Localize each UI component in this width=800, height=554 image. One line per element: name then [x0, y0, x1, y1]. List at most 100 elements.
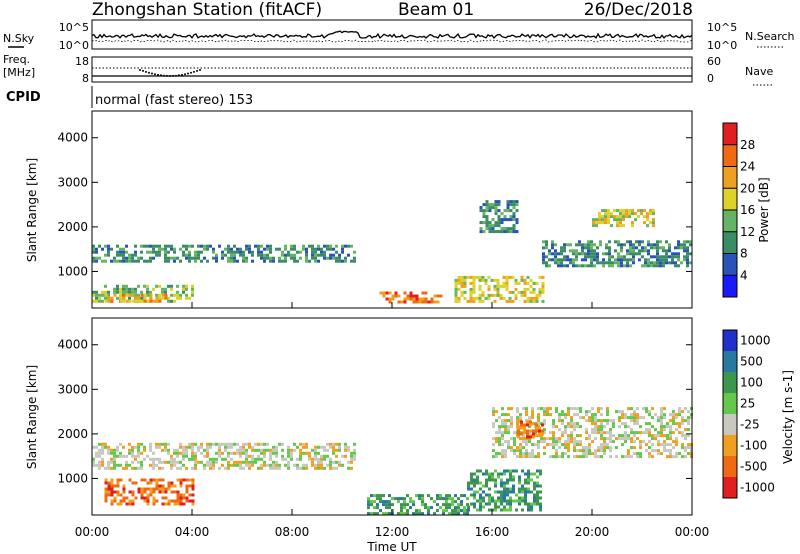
- velocity-cell-3: [530, 502, 533, 506]
- power-cell-0: [284, 256, 287, 260]
- power-cell-4: [478, 287, 482, 291]
- power-cell-0: [278, 247, 281, 251]
- power-cell-2: [110, 296, 114, 300]
- velocity-cell-0: [293, 463, 296, 467]
- velocity-cell-4: [633, 446, 636, 450]
- velocity-cell-0: [152, 460, 155, 464]
- velocity-cell-1: [104, 487, 108, 491]
- power-cell-7: [650, 264, 653, 268]
- velocity-cell-4: [663, 440, 666, 444]
- velocity-cell-4: [531, 407, 534, 411]
- velocity-cell-0: [194, 463, 197, 467]
- velocity-cell-3: [500, 490, 503, 494]
- velocity-cell-4: [603, 443, 606, 447]
- velocity-cell-0: [206, 442, 209, 446]
- power-cell-4: [487, 275, 491, 279]
- power-cell-4: [517, 290, 521, 294]
- power-cell-0: [155, 250, 158, 254]
- velocity-cell-0: [212, 457, 215, 461]
- velocity-cell-0: [338, 463, 341, 467]
- power-cell-0: [212, 256, 215, 260]
- power-cell-2: [128, 293, 132, 297]
- velocity-cell-4: [492, 407, 495, 411]
- velocity-cell-3: [503, 490, 506, 494]
- power-cell-1: [179, 296, 182, 300]
- power-cell-7: [545, 255, 548, 259]
- power-cell-4: [514, 296, 518, 300]
- power-cell-6: [652, 209, 655, 213]
- velocity-cell-3: [524, 490, 527, 494]
- velocity-cell-2: [388, 503, 391, 507]
- power-cell-2: [140, 293, 144, 297]
- velocity-cell-0: [269, 463, 272, 467]
- velocity-cell-4: [558, 455, 561, 459]
- power-cell-0: [317, 244, 320, 248]
- power-cell-7: [584, 243, 587, 247]
- velocity-cell-4: [654, 449, 657, 453]
- velocity-cell-4: [525, 455, 528, 459]
- velocity-cell-4: [678, 425, 681, 429]
- power-cell-4: [511, 290, 515, 294]
- velocity-cell-4: [645, 431, 648, 435]
- velocity-cell-0: [329, 463, 332, 467]
- power-cell-0: [269, 244, 272, 248]
- power-cell-4: [460, 278, 464, 282]
- velocity-cell-1: [158, 490, 162, 494]
- date-label: 26/Dec/2018: [584, 0, 693, 20]
- velocity-cell-3: [488, 475, 491, 479]
- power-cell-7: [683, 246, 686, 250]
- velocity-cell-0: [113, 457, 116, 461]
- power-cell-6: [592, 218, 595, 222]
- velocity-cell-0: [353, 442, 356, 446]
- velocity-cell-4: [522, 431, 525, 435]
- velocity-cell-4: [504, 431, 507, 435]
- velocity-cell-4: [495, 437, 498, 441]
- power-cell-0: [326, 256, 329, 260]
- power-cell-5: [509, 203, 513, 207]
- power-cell-3: [439, 294, 443, 298]
- velocity-cell-4: [555, 449, 558, 453]
- velocity-cell-0: [299, 457, 302, 461]
- velocity-cell-4: [615, 446, 618, 450]
- power-cell-7: [569, 261, 572, 265]
- velocity-cell-1: [143, 499, 147, 503]
- velocity-cell-3: [470, 487, 473, 491]
- power-cell-3: [409, 291, 413, 295]
- power-cell-7: [587, 255, 590, 259]
- velocity-cell-0: [263, 463, 266, 467]
- velocity-cell-1: [185, 478, 189, 482]
- power-cell-1: [128, 299, 131, 303]
- velocity-cell-4: [636, 455, 639, 459]
- power-cell-0: [95, 259, 98, 263]
- power-cell-1: [161, 287, 164, 291]
- velocity-cell-4: [561, 419, 564, 423]
- velocity-cell-2: [427, 494, 430, 498]
- velocity-cell-0: [113, 463, 116, 467]
- power-cell-0: [260, 244, 263, 248]
- velocity-cell-1: [116, 493, 120, 497]
- nave-dot: [178, 74, 180, 77]
- power-cell-3: [421, 300, 425, 304]
- velocity-cell-4: [519, 446, 522, 450]
- velocity-cell-2: [466, 503, 469, 507]
- velocity-cell-0: [350, 454, 353, 458]
- nave-dot: [157, 73, 159, 76]
- power-cell-2: [125, 299, 129, 303]
- velocity-cell-1: [158, 478, 162, 482]
- velocity-cell-0: [284, 463, 287, 467]
- velocity-cell-0: [137, 454, 140, 458]
- velocity-cell-2: [412, 512, 415, 516]
- power-cell-0: [122, 253, 125, 257]
- power-cell-7: [599, 240, 602, 244]
- velocity-cell-1: [185, 496, 189, 500]
- velocity-cell-5: [541, 432, 544, 436]
- nave-dot: [163, 74, 165, 77]
- velocity-cell-2: [451, 497, 454, 501]
- velocity-cell-4: [495, 455, 498, 459]
- velocity-cell-3: [506, 481, 509, 485]
- power-cell-0: [158, 247, 161, 251]
- power-cell-7: [668, 249, 671, 253]
- velocity-cell-0: [200, 451, 203, 455]
- velocity-cell-4: [558, 413, 561, 417]
